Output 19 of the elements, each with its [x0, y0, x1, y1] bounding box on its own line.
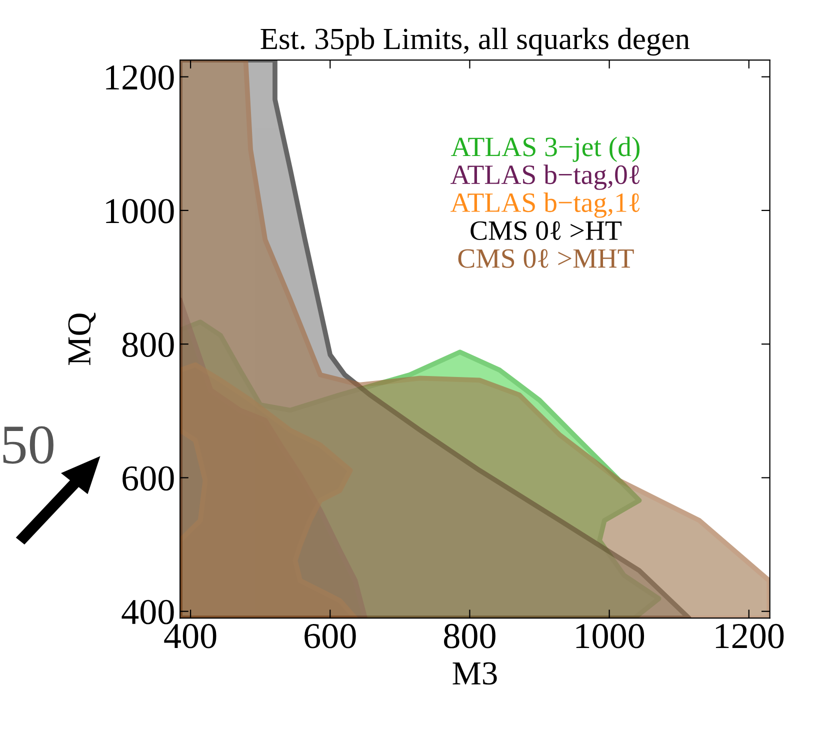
y-axis-title: MQ: [68, 312, 96, 365]
y-tick-label: 800: [122, 332, 174, 357]
x-tick-label: 400: [164, 624, 216, 648]
text: ATLAS 3−jet (d): [450, 136, 640, 162]
chart-title: Est. 35pb Limits, all squarks degen: [260, 28, 690, 56]
text: ATLAS b−tag,0ℓ: [450, 164, 640, 190]
text: CMS 0ℓ >HT: [470, 221, 622, 240]
x-tick-label: 800: [444, 624, 496, 648]
text: CMS 0ℓ >MHT: [458, 249, 634, 268]
y-tick-label: 1200: [106, 65, 174, 90]
x-axis-title: M3: [452, 662, 497, 685]
x-tick-label: 1000: [576, 624, 644, 648]
text: ATLAS b−tag,1ℓ: [450, 192, 640, 218]
y-tick-label: 600: [122, 466, 174, 491]
y-tick-label: 1000: [106, 198, 174, 224]
text: 50: [3, 426, 54, 464]
x-tick-label: 600: [304, 624, 356, 648]
x-tick-label: 1200: [716, 624, 784, 648]
y-tick-label: 400: [122, 600, 174, 624]
